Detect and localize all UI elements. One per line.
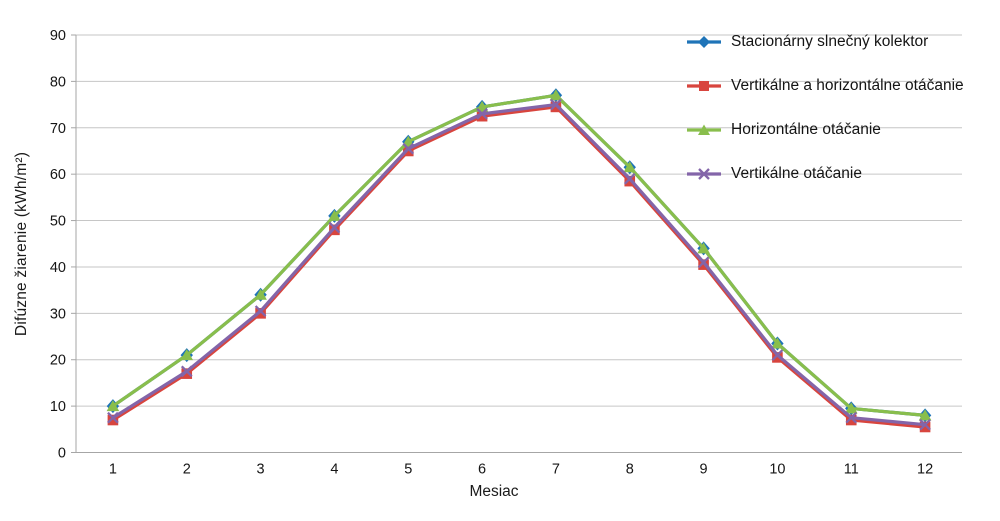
series-3-x-marker xyxy=(476,108,488,120)
series-2-triangle-marker xyxy=(697,242,710,254)
series-1-square-marker xyxy=(845,414,857,426)
series-3-x-marker xyxy=(697,256,710,269)
legend-x-icon xyxy=(687,168,721,180)
series-3-x-marker xyxy=(402,142,415,155)
x-tick-label: 11 xyxy=(844,462,859,478)
series-2-triangle-marker xyxy=(106,400,120,412)
x-tick-label: 10 xyxy=(769,462,785,478)
series-2-triangle-marker xyxy=(549,89,563,101)
legend-item-3: Vertikálne otáčanie xyxy=(686,161,862,187)
y-tick-label: 10 xyxy=(50,399,66,415)
series-1-square-marker xyxy=(107,414,119,426)
series-2-triangle-marker xyxy=(771,337,784,349)
series-3-x-marker xyxy=(845,411,858,424)
legend-label: Vertikálne a horizontálne otáčanie xyxy=(731,77,964,94)
y-tick-label: 60 xyxy=(50,167,66,183)
y-tick-label: 80 xyxy=(50,74,66,90)
series-3-x-marker xyxy=(771,349,784,361)
y-tick-label: 30 xyxy=(50,306,66,322)
series-2-triangle-marker xyxy=(918,409,932,421)
series-1-square-marker xyxy=(772,352,783,363)
series-1-square-marker xyxy=(550,101,562,113)
legend-item-2: Horizontálne otáčanie xyxy=(686,117,881,143)
y-axis-title: Difúzne žiarenie (kWh/m²) xyxy=(13,151,30,337)
series-2-triangle-marker xyxy=(623,161,637,173)
y-tick-label: 70 xyxy=(50,121,66,137)
series-1-square-marker xyxy=(476,110,488,122)
series-3-x-marker xyxy=(107,411,119,424)
series-3-x-marker xyxy=(180,365,193,378)
legend-label: Vertikálne otáčanie xyxy=(731,165,862,182)
series-2-triangle-marker xyxy=(254,288,267,300)
x-tick-label: 5 xyxy=(404,462,412,478)
x-tick-label: 3 xyxy=(257,462,265,478)
series-3-x-marker xyxy=(550,98,562,111)
x-tick-label: 2 xyxy=(183,462,191,478)
x-tick-label: 9 xyxy=(700,462,708,478)
y-tick-label: 90 xyxy=(50,28,66,44)
series-2-triangle-marker xyxy=(328,209,341,221)
series-3-x-marker xyxy=(623,172,636,185)
x-tick-label: 12 xyxy=(917,462,933,478)
legend-label: Stacionárny slnečný kolektor xyxy=(731,33,929,50)
x-tick-label: 1 xyxy=(109,462,117,478)
y-tick-label: 20 xyxy=(50,353,66,369)
series-2-triangle-marker xyxy=(180,349,194,361)
series-2-triangle-marker xyxy=(844,402,858,414)
series-line-1 xyxy=(112,105,926,429)
series-3-x-marker xyxy=(328,221,341,234)
y-tick-label: 40 xyxy=(50,260,66,276)
x-tick-label: 6 xyxy=(478,462,486,478)
series-1-square-marker xyxy=(919,421,931,433)
x-tick-label: 8 xyxy=(626,462,634,478)
x-tick-label: 4 xyxy=(330,462,338,478)
legend-triangle-up-icon xyxy=(687,124,721,135)
y-tick-label: 0 xyxy=(58,446,66,462)
legend-square-icon xyxy=(687,81,721,91)
y-tick-label: 50 xyxy=(50,214,66,230)
series-1-square-marker xyxy=(181,368,193,379)
x-tick-label: 7 xyxy=(552,462,560,478)
legend-label: Horizontálne otáčanie xyxy=(731,121,881,138)
legend-item-1: Vertikálne a horizontálne otáčanie xyxy=(686,73,964,99)
series-line-2 xyxy=(112,93,926,417)
series-3-x-marker xyxy=(254,305,267,317)
series-3-x-marker xyxy=(919,418,931,431)
x-axis-title: Mesiac xyxy=(469,483,519,500)
legend-item-0: Stacionárny slnečný kolektor xyxy=(686,29,928,55)
series-1-square-marker xyxy=(255,308,266,319)
series-line-3 xyxy=(112,102,926,427)
legend-diamond-icon xyxy=(687,36,721,48)
